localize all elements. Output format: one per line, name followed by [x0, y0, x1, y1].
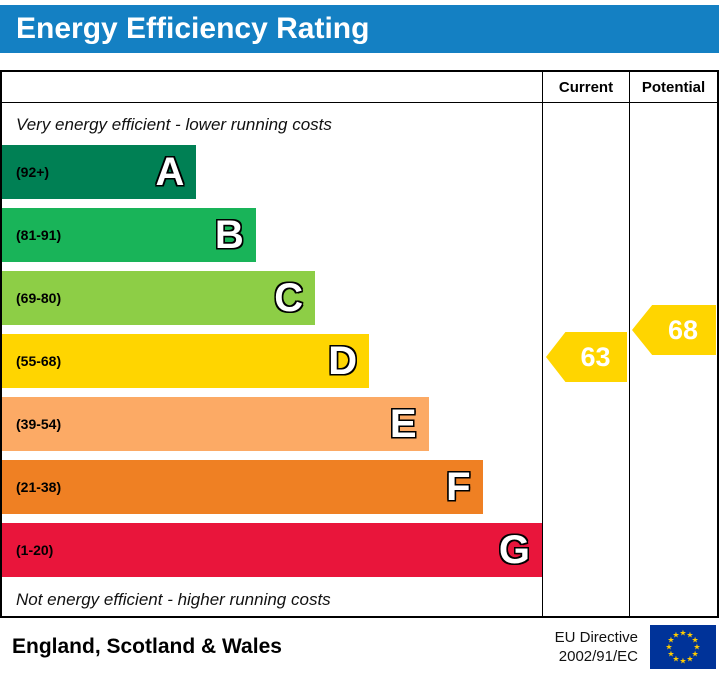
band-range-label: (21-38): [16, 479, 62, 495]
band-bar-d: (55-68) D: [2, 334, 370, 388]
band-bar-a: (92+) A: [2, 145, 197, 199]
svg-text:★: ★: [686, 654, 693, 663]
svg-text:★: ★: [667, 635, 674, 644]
top-note: Very energy efficient - lower running co…: [16, 115, 332, 134]
potential-column: 68: [629, 103, 717, 616]
band-letter: A: [155, 150, 185, 194]
current-column-header: Current: [542, 72, 629, 102]
band-bar-b: (81-91) B: [2, 208, 256, 262]
band-letter: E: [389, 402, 417, 446]
band-letter: G: [498, 528, 530, 572]
band-letter: F: [446, 465, 471, 509]
current-rating-arrow: 63: [546, 332, 627, 382]
eu-directive-line2: 2002/91/EC: [558, 647, 638, 665]
band-row-f: (21-38) F: [2, 460, 542, 514]
svg-text:★: ★: [692, 635, 699, 644]
band-letter: B: [214, 213, 244, 257]
chart-footer: England, Scotland & Wales EU Directive 2…: [0, 618, 719, 675]
band-bar-g: (1-20) G: [2, 523, 542, 577]
eu-directive-label: EU Directive 2002/91/EC: [555, 628, 650, 666]
band-letter: D: [328, 339, 358, 383]
current-column: 63: [542, 103, 629, 616]
eu-flag-icon: ★ ★ ★ ★ ★ ★ ★ ★ ★ ★ ★ ★: [650, 624, 716, 669]
band-row-c: (69-80) C: [2, 271, 542, 325]
band-bar-c: (69-80) C: [2, 271, 316, 325]
svg-text:★: ★: [679, 656, 686, 665]
band-row-g: (1-20) G: [2, 523, 542, 577]
region-label: England, Scotland & Wales: [12, 634, 282, 658]
svg-text:★: ★: [672, 630, 679, 639]
svg-text:★: ★: [686, 630, 693, 639]
band-range-label: (81-91): [16, 227, 62, 243]
svg-text:★: ★: [693, 642, 700, 651]
svg-text:★: ★: [667, 649, 674, 658]
band-bar-f: (21-38) F: [2, 460, 483, 514]
rating-bars-column: Very energy efficient - lower running co…: [2, 103, 542, 616]
band-range-label: (39-54): [16, 416, 62, 432]
band-range-label: (69-80): [16, 290, 62, 306]
header-spacer: [2, 72, 542, 102]
band-range-label: (55-68): [16, 353, 62, 369]
svg-text:★: ★: [672, 654, 679, 663]
band-letter: C: [274, 276, 304, 320]
band-range-label: (92+): [16, 164, 50, 180]
band-row-d: (55-68) D: [2, 334, 542, 388]
potential-column-header: Potential: [629, 72, 717, 102]
page-title: Energy Efficiency Rating: [0, 5, 719, 53]
band-row-a: (92+) A: [2, 145, 542, 199]
svg-text:★: ★: [692, 649, 699, 658]
bottom-note: Not energy efficient - higher running co…: [16, 590, 331, 609]
chart-header-row: Current Potential: [2, 72, 717, 103]
band-bar-e: (39-54) E: [2, 397, 429, 451]
band-range-label: (1-20): [16, 542, 54, 558]
epc-rating-chart: Current Potential Very energy efficient …: [0, 70, 719, 618]
band-row-b: (81-91) B: [2, 208, 542, 262]
potential-rating-arrow: 68: [632, 305, 716, 355]
chart-body: Very energy efficient - lower running co…: [2, 103, 717, 616]
svg-text:★: ★: [665, 642, 672, 651]
eu-directive-line1: EU Directive: [554, 628, 638, 646]
svg-text:★: ★: [679, 628, 686, 637]
band-row-e: (39-54) E: [2, 397, 542, 451]
